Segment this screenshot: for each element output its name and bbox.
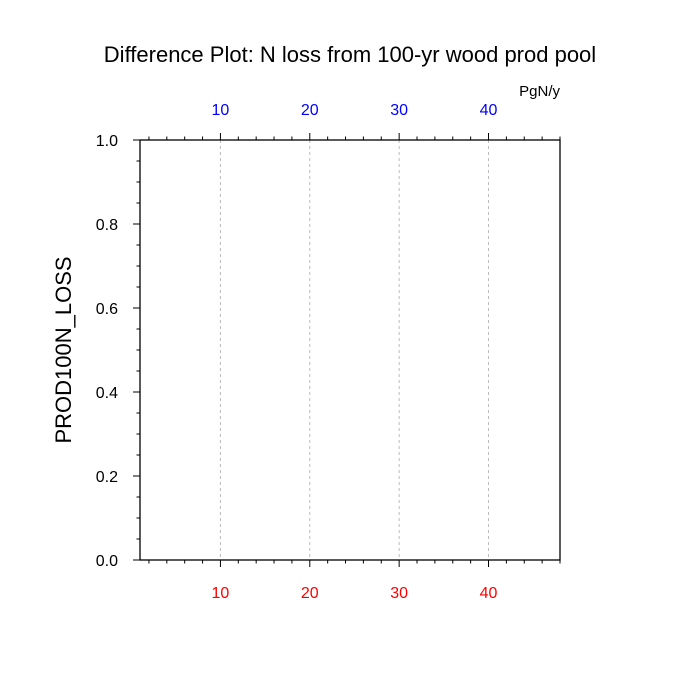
axis-ticks	[133, 133, 561, 567]
x-tick-label-bottom: 20	[301, 585, 319, 602]
tick-labels: 10 20 30 40 10 20 30 40 0.0 0.2 0.4 0.6 0.8 1.0	[96, 102, 498, 602]
grid-lines	[219, 140, 490, 560]
x-tick-label-bottom: 40	[480, 585, 498, 602]
y-axis-label: PROD100N_LOSS	[51, 256, 76, 443]
y-tick-label: 0.8	[96, 217, 118, 234]
units-label: PgN/y	[519, 83, 560, 100]
x-tick-label-top: 10	[212, 102, 230, 119]
y-tick-label: 0.0	[96, 553, 118, 570]
y-tick-label: 1.0	[96, 133, 118, 150]
x-tick-label-top: 40	[480, 102, 498, 119]
x-tick-label-top: 30	[390, 102, 408, 119]
plot-frame	[139, 139, 561, 561]
x-tick-label-bottom: 10	[212, 585, 230, 602]
y-tick-label: 0.4	[96, 385, 118, 402]
x-tick-label-top: 20	[301, 102, 319, 119]
chart-title: Difference Plot: N loss from 100-yr wood…	[104, 42, 596, 67]
x-tick-label-bottom: 30	[390, 585, 408, 602]
y-tick-label: 0.6	[96, 301, 118, 318]
y-tick-label: 0.2	[96, 469, 118, 486]
